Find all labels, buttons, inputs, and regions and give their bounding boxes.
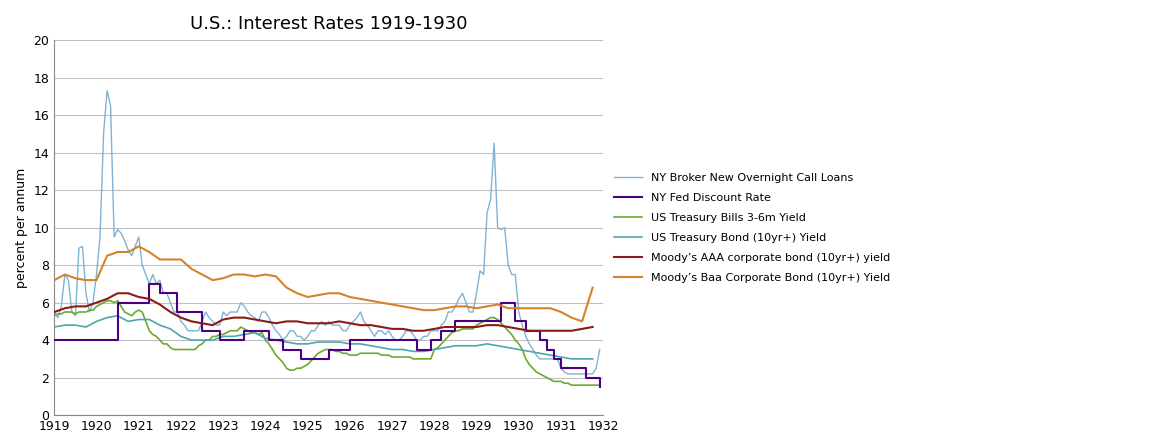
Moody’s Baa Corporate Bond (10yr+) Yield [48, 277, 62, 283]
US Treasury Bills 3-6m Yield [374, 353, 388, 358]
Moody’s Baa Corporate Bond (10yr+) Yield [311, 293, 325, 298]
Y-axis label: percent per annum: percent per annum [15, 168, 28, 288]
Line: Moody’s Baa Corporate Bond (10yr+) Yield: Moody’s Baa Corporate Bond (10yr+) Yield [55, 246, 593, 321]
NY Fed Discount Rate [435, 337, 449, 343]
Line: Moody’s AAA corporate bond (10yr+) yield: Moody’s AAA corporate bond (10yr+) yield [55, 293, 593, 331]
NY Fed Discount Rate [142, 281, 156, 287]
Moody’s Baa Corporate Bond (10yr+) Yield [407, 306, 421, 311]
US Treasury Bond (10yr+) Yield [248, 330, 262, 335]
US Treasury Bond (10yr+) Yield [386, 347, 400, 352]
NY Broker New Overnight Call Loans [593, 347, 607, 352]
US Treasury Bond (10yr+) Yield [586, 356, 600, 362]
Title: U.S.: Interest Rates 1919-1930: U.S.: Interest Rates 1919-1930 [190, 15, 467, 33]
NY Fed Discount Rate [238, 337, 252, 343]
US Treasury Bills 3-6m Yield [593, 383, 607, 388]
US Treasury Bond (10yr+) Yield [565, 356, 579, 362]
US Treasury Bond (10yr+) Yield [90, 319, 104, 324]
NY Broker New Overnight Call Loans [428, 328, 442, 333]
US Treasury Bond (10yr+) Yield [407, 349, 421, 354]
Line: US Treasury Bills 3-6m Yield: US Treasury Bills 3-6m Yield [55, 301, 600, 385]
Moody’s AAA corporate bond (10yr+) yield [586, 324, 600, 330]
Moody’s Baa Corporate Bond (10yr+) Yield [132, 244, 146, 249]
Line: US Treasury Bond (10yr+) Yield: US Treasury Bond (10yr+) Yield [55, 316, 593, 359]
Moody’s AAA corporate bond (10yr+) yield [343, 321, 356, 326]
US Treasury Bills 3-6m Yield [490, 317, 504, 322]
US Treasury Bills 3-6m Yield [565, 383, 579, 388]
NY Fed Discount Rate [593, 384, 607, 390]
Legend: NY Broker New Overnight Call Loans, NY Fed Discount Rate, US Treasury Bills 3-6m: NY Broker New Overnight Call Loans, NY F… [614, 172, 890, 283]
Moody’s AAA corporate bond (10yr+) yield [386, 326, 400, 332]
NY Broker New Overnight Call Loans [188, 328, 202, 333]
NY Broker New Overnight Call Loans [48, 309, 62, 314]
US Treasury Bills 3-6m Yield [48, 313, 62, 319]
Moody’s Baa Corporate Bond (10yr+) Yield [343, 294, 356, 300]
Moody’s Baa Corporate Bond (10yr+) Yield [576, 319, 589, 324]
Moody’s AAA corporate bond (10yr+) yield [48, 309, 62, 314]
NY Broker New Overnight Call Loans [562, 371, 576, 377]
Moody’s AAA corporate bond (10yr+) yield [407, 328, 421, 333]
NY Fed Discount Rate [449, 319, 463, 324]
NY Broker New Overnight Call Loans [374, 328, 388, 333]
NY Fed Discount Rate [532, 328, 546, 333]
Moody’s Baa Corporate Bond (10yr+) Yield [386, 302, 400, 307]
Moody’s Baa Corporate Bond (10yr+) Yield [90, 277, 104, 283]
Line: NY Broker New Overnight Call Loans: NY Broker New Overnight Call Loans [55, 91, 600, 374]
US Treasury Bond (10yr+) Yield [343, 341, 356, 347]
Moody’s AAA corporate bond (10yr+) yield [111, 291, 125, 296]
NY Broker New Overnight Call Loans [490, 225, 504, 230]
Moody’s AAA corporate bond (10yr+) yield [417, 328, 431, 333]
NY Broker New Overnight Call Loans [100, 88, 114, 94]
Moody’s Baa Corporate Bond (10yr+) Yield [586, 285, 600, 290]
US Treasury Bills 3-6m Yield [100, 298, 114, 303]
US Treasury Bond (10yr+) Yield [111, 313, 125, 319]
NY Fed Discount Rate [435, 328, 449, 333]
US Treasury Bills 3-6m Yield [276, 360, 290, 365]
Moody’s AAA corporate bond (10yr+) yield [90, 300, 104, 306]
NY Broker New Overnight Call Loans [276, 337, 290, 343]
US Treasury Bills 3-6m Yield [255, 330, 269, 335]
Moody’s AAA corporate bond (10yr+) yield [311, 321, 325, 326]
Moody’s Baa Corporate Bond (10yr+) Yield [248, 274, 262, 279]
US Treasury Bond (10yr+) Yield [48, 324, 62, 330]
Line: NY Fed Discount Rate: NY Fed Discount Rate [55, 284, 600, 387]
US Treasury Bills 3-6m Yield [428, 347, 442, 352]
NY Broker New Overnight Call Loans [255, 309, 269, 314]
Moody’s AAA corporate bond (10yr+) yield [248, 317, 262, 322]
US Treasury Bills 3-6m Yield [188, 347, 202, 352]
NY Fed Discount Rate [48, 337, 62, 343]
US Treasury Bond (10yr+) Yield [311, 339, 325, 345]
NY Fed Discount Rate [555, 356, 569, 362]
